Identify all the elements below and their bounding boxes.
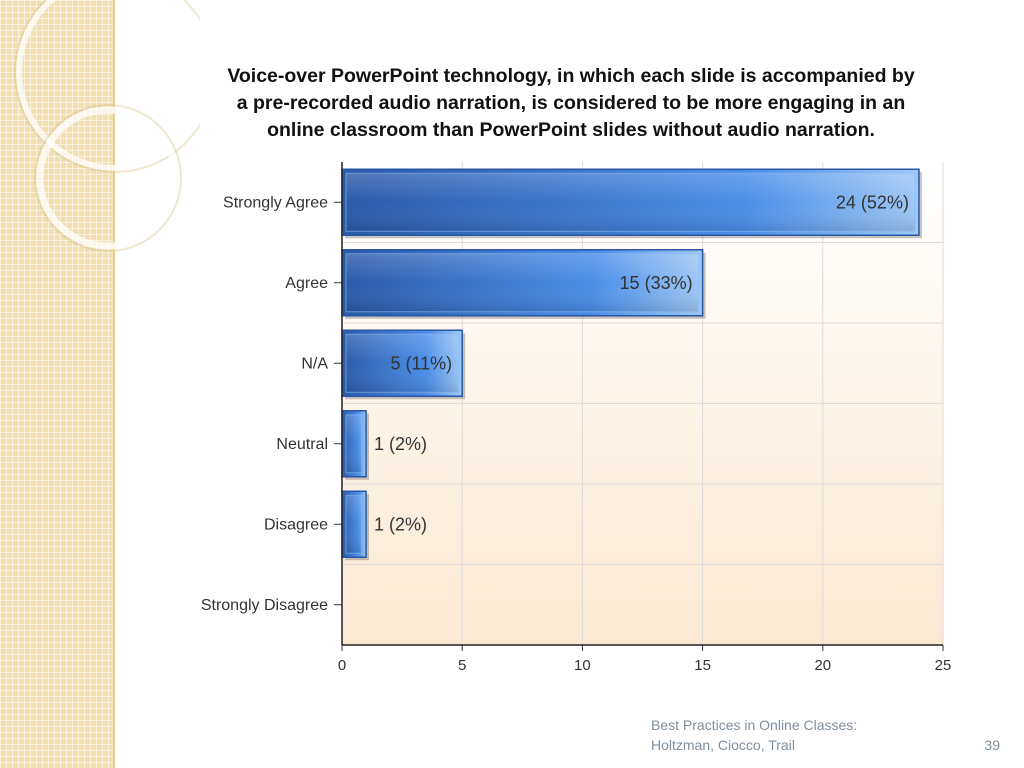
bar-bevel [345,333,459,393]
data-label: 15 (33%) [620,273,693,293]
x-tick-label: 10 [574,657,591,674]
bar-bevel [345,414,363,474]
page-number: 39 [984,737,1000,753]
chart-title: Voice-over PowerPoint technology, in whi… [227,65,915,141]
category-label: Strongly Disagree [201,597,328,614]
category-label: N/A [301,355,328,372]
bar [341,329,463,397]
bar [341,410,367,478]
bar-shadow [345,413,370,480]
footer-citation: Best Practices in Online Classes: Holtzm… [651,717,858,753]
category-label: Strongly Agree [223,194,328,211]
bar [341,168,920,236]
bar-bevel [345,253,700,313]
bar [341,249,704,317]
bar-shadow [345,333,466,400]
category-label: Agree [285,275,328,292]
bar-shadow [345,252,706,319]
category-label: Disagree [264,516,328,533]
bar-bevel [345,172,916,232]
data-label: 1 (2%) [374,434,427,454]
x-tick-label: 0 [338,657,346,674]
bar-shadow [345,494,370,561]
data-label: 24 (52%) [836,192,909,212]
bar-shadow [345,172,922,239]
bar [341,490,367,558]
data-label: 5 (11%) [390,353,452,373]
x-tick-label: 15 [694,657,711,674]
side-panel-pattern [0,0,115,768]
bar-bevel [345,494,363,554]
data-label: 1 (2%) [374,514,427,534]
category-label: Neutral [276,436,328,453]
x-tick-label: 5 [458,657,466,674]
x-tick-label: 20 [814,657,831,674]
x-tick-label: 25 [935,657,952,674]
plot-area [342,162,943,645]
